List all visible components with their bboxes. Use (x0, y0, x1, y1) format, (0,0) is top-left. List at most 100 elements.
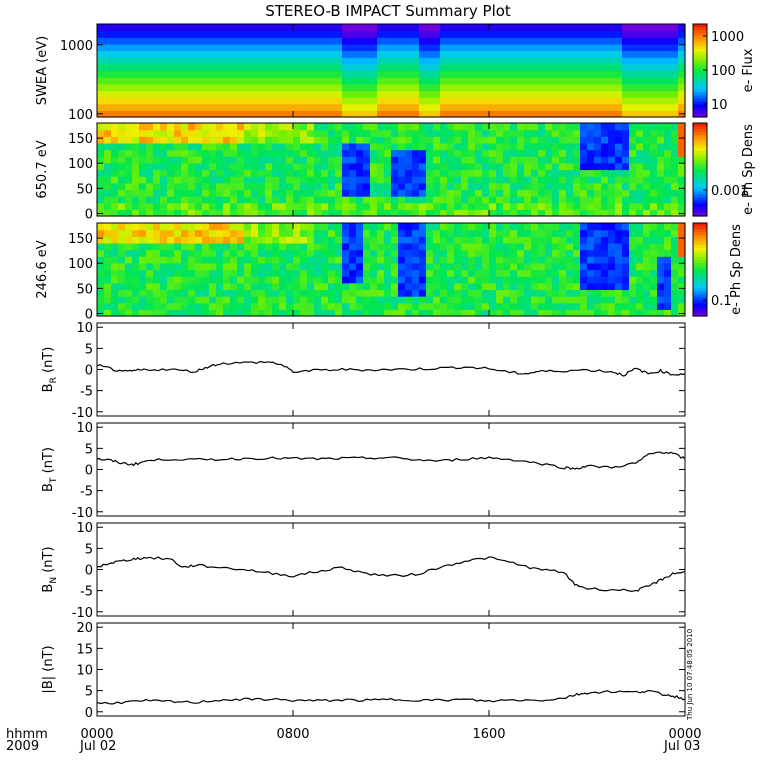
heatmap-cell (167, 149, 175, 157)
heatmap-cell (244, 302, 252, 310)
heatmap-cell (195, 142, 203, 151)
heatmap-cell (594, 142, 602, 151)
heatmap-cell (265, 83, 273, 92)
heatmap-cell (601, 229, 609, 237)
heatmap-cell (132, 142, 140, 151)
heatmap-cell (468, 276, 476, 284)
heatmap-cell (496, 236, 504, 244)
heatmap-cell (391, 236, 399, 244)
heatmap-cell (153, 262, 161, 271)
heatmap-cell (104, 256, 112, 264)
heatmap-cell (97, 162, 105, 171)
heatmap-cell (433, 110, 441, 118)
heatmap-cell (300, 162, 308, 171)
heatmap-cell (195, 63, 203, 72)
heatmap-cell (174, 249, 182, 257)
heatmap-cell (118, 309, 126, 317)
heatmap-cell (272, 302, 280, 310)
heatmap-cell (216, 236, 224, 244)
heatmap-cell (475, 276, 483, 284)
heatmap-cell (398, 149, 406, 157)
heatmap-cell (454, 83, 462, 92)
heatmap-cell (251, 50, 259, 58)
heatmap-cell (468, 169, 476, 177)
heatmap-cell (601, 142, 609, 151)
heatmap-cell (657, 309, 665, 317)
heatmap-cell (475, 296, 483, 304)
heatmap-cell (363, 37, 371, 45)
heatmap-cell (629, 63, 637, 72)
heatmap-cell (391, 103, 399, 111)
heatmap-cell (482, 182, 490, 191)
heatmap-cell (433, 162, 441, 171)
heatmap-cell (482, 83, 490, 92)
colorbar-segment (693, 312, 707, 317)
heatmap-cell (111, 83, 119, 92)
heatmap-cell (363, 103, 371, 111)
y-tick-label: -10 (72, 506, 93, 521)
heatmap-cell (104, 57, 112, 65)
heatmap-cell (153, 149, 161, 157)
colorbar-segment (693, 300, 707, 305)
heatmap-cell (559, 30, 567, 38)
heatmap-cell (580, 162, 588, 171)
heatmap-cell (300, 223, 308, 231)
heatmap-cell (104, 249, 112, 257)
heatmap-cell (503, 149, 511, 157)
heatmap-cell (363, 262, 371, 271)
heatmap-cell (139, 162, 147, 171)
heatmap-cell (503, 77, 511, 85)
heatmap-cell (258, 24, 266, 32)
heatmap-cell (258, 189, 266, 197)
heatmap-cell (573, 196, 581, 204)
heatmap-cell (125, 289, 133, 297)
heatmap-cell (111, 77, 119, 85)
heatmap-cell (468, 202, 476, 210)
heatmap-cell (566, 209, 574, 217)
heatmap-cell (615, 43, 623, 52)
heatmap-cell (174, 289, 182, 297)
heatmap-cell (573, 242, 581, 251)
heatmap-cell (538, 103, 546, 111)
heatmap-cell (678, 149, 686, 157)
heatmap-cell (447, 83, 455, 92)
heatmap-cell (104, 309, 112, 317)
heatmap-cell (531, 149, 539, 157)
heatmap-cell (230, 302, 238, 310)
heatmap-cell (223, 256, 231, 264)
heatmap-cell (643, 77, 651, 85)
heatmap-cell (104, 196, 112, 204)
heatmap-cell (223, 262, 231, 271)
heatmap-cell (664, 97, 672, 105)
heatmap-cell (335, 142, 343, 151)
heatmap-cell (489, 249, 497, 257)
y-tick-label: 100 (68, 108, 93, 123)
heatmap-cell (475, 242, 483, 251)
heatmap-cell (538, 256, 546, 264)
heatmap-cell (419, 296, 427, 304)
heatmap-cell (594, 24, 602, 32)
heatmap-cell (622, 90, 630, 98)
heatmap-cell (279, 309, 287, 317)
heatmap-cell (391, 24, 399, 32)
colorbar-segment (693, 294, 707, 298)
heatmap-cell (97, 182, 105, 191)
colorbar-segment (693, 51, 707, 56)
heatmap-cell (244, 262, 252, 271)
heatmap-cell (279, 289, 287, 297)
heatmap-cell (356, 149, 364, 157)
heatmap-cell (580, 149, 588, 157)
heatmap-cell (160, 182, 168, 191)
heatmap-cell (454, 70, 462, 78)
heatmap-cell (363, 136, 371, 144)
heatmap-cell (279, 63, 287, 72)
heatmap-cell (328, 209, 336, 217)
heatmap-cell (629, 50, 637, 58)
heatmap-cell (608, 249, 616, 257)
heatmap-cell (433, 182, 441, 191)
heatmap-cell (531, 296, 539, 304)
heatmap-cell (342, 50, 350, 58)
heatmap-cell (146, 182, 154, 191)
colorbar-segment (693, 36, 707, 41)
